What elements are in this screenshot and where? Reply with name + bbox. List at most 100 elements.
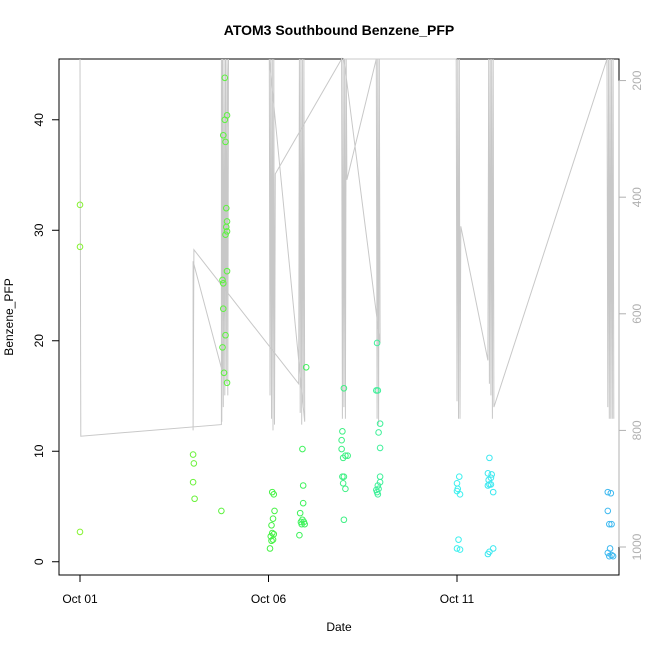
data-point: [268, 529, 276, 537]
data-point: [340, 473, 348, 480]
data-point: [455, 536, 462, 543]
data-point: [266, 545, 274, 552]
data-point: [608, 520, 615, 528]
x-tick-label: Oct 01: [62, 592, 98, 606]
data-point: [219, 131, 227, 139]
data-point: [456, 491, 464, 498]
data-point: [489, 545, 497, 552]
data-point: [453, 479, 461, 487]
y-tick-label: 30: [32, 223, 46, 237]
x-axis: Oct 01 Oct 06 Oct 11: [62, 574, 475, 606]
data-point: [223, 112, 231, 119]
data-point: [223, 218, 231, 225]
data-point: [267, 533, 275, 540]
data-point: [376, 473, 384, 480]
data-point: [301, 520, 308, 528]
data-point: [219, 305, 227, 313]
data-point: [338, 445, 345, 453]
y-tick-label: 0: [32, 558, 46, 565]
data-point: [339, 454, 347, 462]
x-tick-label: Oct 11: [440, 592, 475, 606]
data-point: [222, 231, 229, 238]
data-point: [487, 481, 495, 488]
data-point: [189, 478, 197, 486]
data-point: [606, 552, 613, 560]
data-point: [269, 515, 277, 522]
data-point: [219, 279, 227, 287]
data-point: [489, 488, 497, 496]
right-tick-label: 800: [630, 420, 644, 440]
data-point: [222, 138, 229, 146]
data-point: [456, 546, 464, 553]
data-point: [486, 454, 493, 462]
data-point: [338, 436, 345, 444]
data-point: [222, 331, 229, 339]
data-point: [190, 460, 198, 467]
data-point: [606, 520, 613, 528]
data-point: [374, 482, 382, 489]
plot-area: [58, 58, 620, 576]
data-point: [298, 520, 305, 528]
y-tick-label: 20: [32, 334, 46, 348]
data-point: [223, 379, 231, 387]
data-point: [223, 228, 231, 235]
data-point: [270, 491, 278, 498]
data-point: [455, 473, 463, 480]
x-axis-label: Date: [326, 620, 352, 634]
data-point: [76, 528, 84, 536]
data-point: [453, 545, 461, 552]
data-point: [189, 451, 197, 458]
data-point: [484, 470, 492, 477]
data-point: [220, 369, 228, 377]
data-point: [268, 521, 275, 529]
data-point: [376, 444, 384, 452]
x-tick-label: Oct 06: [251, 592, 287, 606]
profile-line: [79, 57, 615, 437]
points-layer: [76, 74, 617, 560]
y-axis: 0 10 20 30 40: [32, 113, 60, 565]
right-axis: 200 400 600 800 1000: [618, 70, 644, 560]
data-point: [296, 531, 303, 539]
data-point: [76, 201, 84, 209]
y-axis-label: Benzene_PFP: [2, 278, 16, 355]
data-point: [374, 491, 382, 498]
right-tick-label: 400: [630, 187, 644, 207]
data-point: [607, 489, 615, 497]
data-point: [340, 516, 348, 524]
data-point: [339, 479, 347, 487]
data-point: [484, 550, 492, 558]
data-point: [268, 537, 275, 545]
data-point: [302, 363, 310, 371]
y-tick-label: 10: [32, 444, 46, 458]
data-point: [299, 499, 307, 507]
data-point: [219, 344, 226, 351]
data-point: [269, 536, 277, 543]
data-point: [339, 428, 346, 435]
data-point: [484, 482, 492, 489]
data-point: [76, 243, 84, 251]
data-point: [299, 482, 307, 489]
chart-title: ATOM3 Southbound Benzene_PFP: [224, 22, 455, 38]
data-point: [373, 339, 381, 347]
data-point: [342, 485, 349, 493]
data-point: [223, 267, 231, 275]
data-point: [374, 387, 382, 394]
right-tick-label: 200: [630, 70, 644, 90]
data-point: [604, 507, 612, 515]
data-point: [375, 429, 382, 436]
data-point: [191, 495, 198, 503]
data-point: [271, 507, 278, 515]
data-point: [488, 471, 495, 478]
data-point: [376, 420, 384, 427]
data-point: [376, 478, 384, 486]
data-point: [609, 552, 617, 560]
y-tick-label: 40: [32, 113, 46, 127]
right-tick-label: 1000: [630, 533, 644, 560]
data-point: [221, 74, 229, 82]
data-point: [299, 445, 306, 453]
data-point: [219, 276, 226, 284]
data-point: [340, 384, 348, 392]
data-point: [218, 507, 225, 515]
right-tick-label: 600: [630, 303, 644, 323]
